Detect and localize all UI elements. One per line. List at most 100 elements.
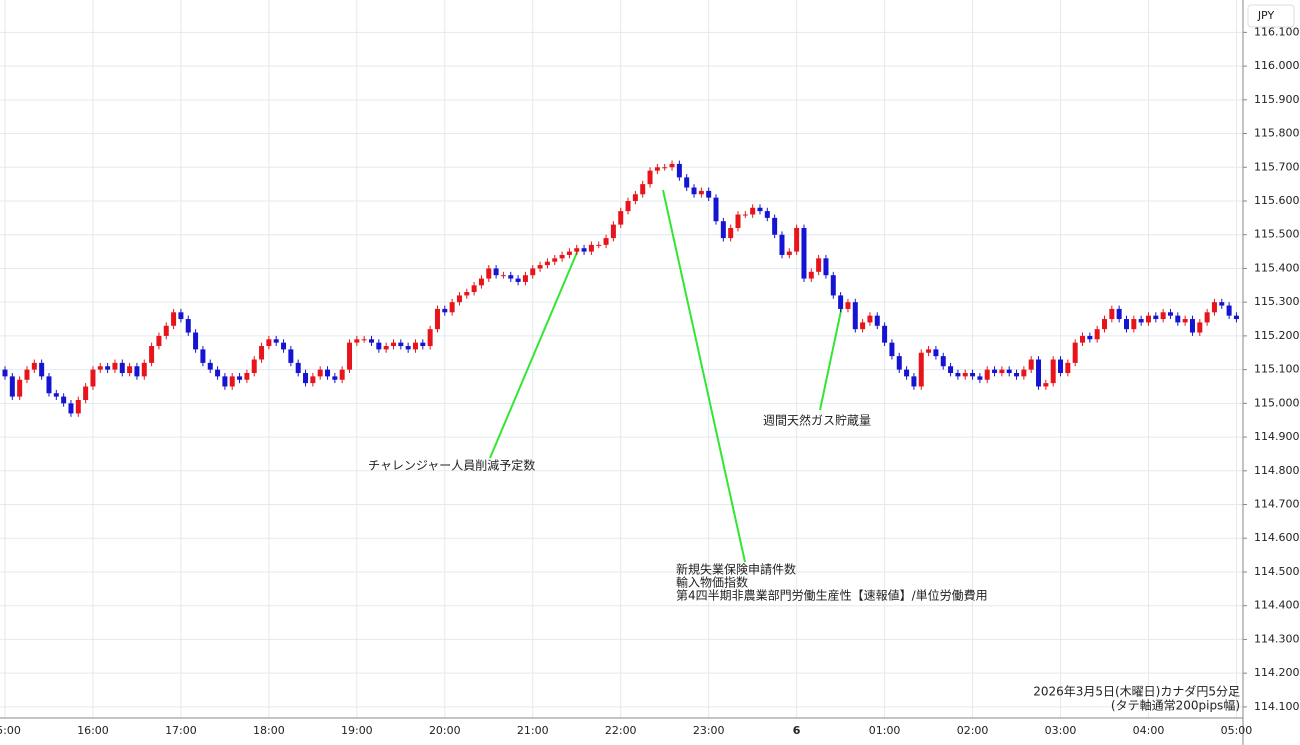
- candle-body: [757, 207, 763, 212]
- candle-body: [845, 302, 851, 309]
- candle-body: [229, 376, 235, 387]
- candle-body: [259, 346, 265, 360]
- candle-body: [904, 369, 910, 377]
- candle-body: [486, 268, 492, 279]
- candle-body: [618, 211, 624, 225]
- candle-body: [867, 315, 873, 323]
- candle-body: [574, 248, 580, 252]
- candle-body: [207, 362, 213, 370]
- candle-body: [662, 167, 668, 169]
- candle-body: [962, 372, 968, 377]
- candle-body: [669, 163, 675, 168]
- candle-body: [31, 362, 37, 370]
- candle-body: [493, 268, 499, 276]
- candle-body: [640, 184, 646, 195]
- y-tick-label: 114.800: [1254, 464, 1300, 477]
- candle-body: [816, 258, 822, 272]
- candle-body: [17, 379, 23, 397]
- candle-body: [581, 248, 587, 252]
- y-tick-label: 114.900: [1254, 430, 1300, 443]
- candle-body: [266, 339, 272, 347]
- candle-body: [464, 292, 470, 296]
- candle-body: [1028, 359, 1034, 370]
- candle-body: [325, 369, 331, 377]
- candle-body: [882, 325, 888, 343]
- candle-body: [706, 190, 712, 198]
- candle-body: [24, 369, 30, 380]
- candle-body: [295, 362, 301, 373]
- y-tick-label: 114.600: [1254, 531, 1300, 544]
- y-tick-label: 116.000: [1254, 59, 1300, 72]
- candle-body: [559, 254, 565, 259]
- candle-body: [874, 315, 880, 326]
- candle-body: [127, 366, 133, 373]
- y-tick-label: 115.500: [1254, 228, 1300, 241]
- y-tick-label: 115.400: [1254, 261, 1300, 274]
- y-tick-label: 115.100: [1254, 363, 1300, 376]
- y-tick-label: 115.200: [1254, 329, 1300, 342]
- candle-body: [347, 342, 353, 370]
- candle-body: [1153, 315, 1159, 320]
- candle-body: [442, 308, 448, 313]
- footnote: 2026年3月5日(木曜日)カナダ円5分足: [1033, 684, 1240, 699]
- candle-body: [119, 362, 125, 373]
- axis-label-box: [1247, 4, 1295, 28]
- candle-body: [603, 238, 609, 245]
- candle-body: [632, 194, 638, 201]
- x-tick-label: 19:00: [341, 724, 373, 737]
- x-tick-label: 17:00: [165, 724, 197, 737]
- candle-body: [39, 362, 45, 377]
- candle-body: [720, 221, 726, 239]
- candle-body: [1131, 319, 1137, 330]
- candle-body: [244, 372, 250, 380]
- candle-body: [596, 244, 602, 246]
- candle-body: [654, 167, 660, 171]
- candle-body: [984, 369, 990, 380]
- candle-body: [1175, 315, 1181, 323]
- candle-body: [215, 369, 221, 377]
- candle-body: [1109, 308, 1115, 320]
- candle-body: [537, 265, 543, 269]
- candle-body: [97, 366, 103, 370]
- candle-body: [852, 302, 858, 330]
- candle-body: [141, 362, 147, 377]
- candle-body: [471, 285, 477, 293]
- candle-body: [779, 234, 785, 255]
- candle-body: [889, 342, 895, 357]
- candle-body: [1021, 369, 1027, 377]
- x-tick-label: 18:00: [253, 724, 285, 737]
- candle-body: [970, 372, 976, 377]
- y-tick-label: 114.400: [1254, 599, 1300, 612]
- candle-body: [61, 396, 67, 404]
- candle-body: [1080, 335, 1086, 343]
- candle-body: [625, 200, 631, 212]
- candle-body: [46, 376, 52, 394]
- candle-body: [1138, 319, 1144, 323]
- x-tick-label: 15:00: [0, 724, 21, 737]
- candle-body: [588, 244, 594, 252]
- y-tick-label: 114.500: [1254, 565, 1300, 578]
- candle-body: [390, 342, 396, 347]
- candle-body: [522, 275, 528, 282]
- candle-body: [1167, 312, 1173, 316]
- x-tick-label: 03:00: [1045, 724, 1077, 737]
- candle-body: [332, 376, 338, 380]
- candle-body: [434, 308, 440, 330]
- candle-body: [112, 362, 118, 370]
- candle-body: [310, 376, 316, 384]
- candle-body: [926, 349, 932, 353]
- candle-body: [911, 376, 917, 387]
- candle-body: [1211, 302, 1217, 313]
- annotation: 輸入物価指数: [676, 575, 748, 590]
- candle-body: [90, 369, 96, 387]
- candle-body: [361, 339, 367, 341]
- candle-body: [193, 332, 199, 350]
- candle-body: [427, 329, 433, 347]
- candle-body: [1065, 362, 1071, 373]
- candle-body: [735, 214, 741, 228]
- candle-body: [200, 349, 206, 363]
- candle-body: [676, 163, 682, 178]
- y-tick-label: 114.200: [1254, 666, 1300, 679]
- candle-body: [171, 312, 177, 326]
- candle-body: [713, 197, 719, 222]
